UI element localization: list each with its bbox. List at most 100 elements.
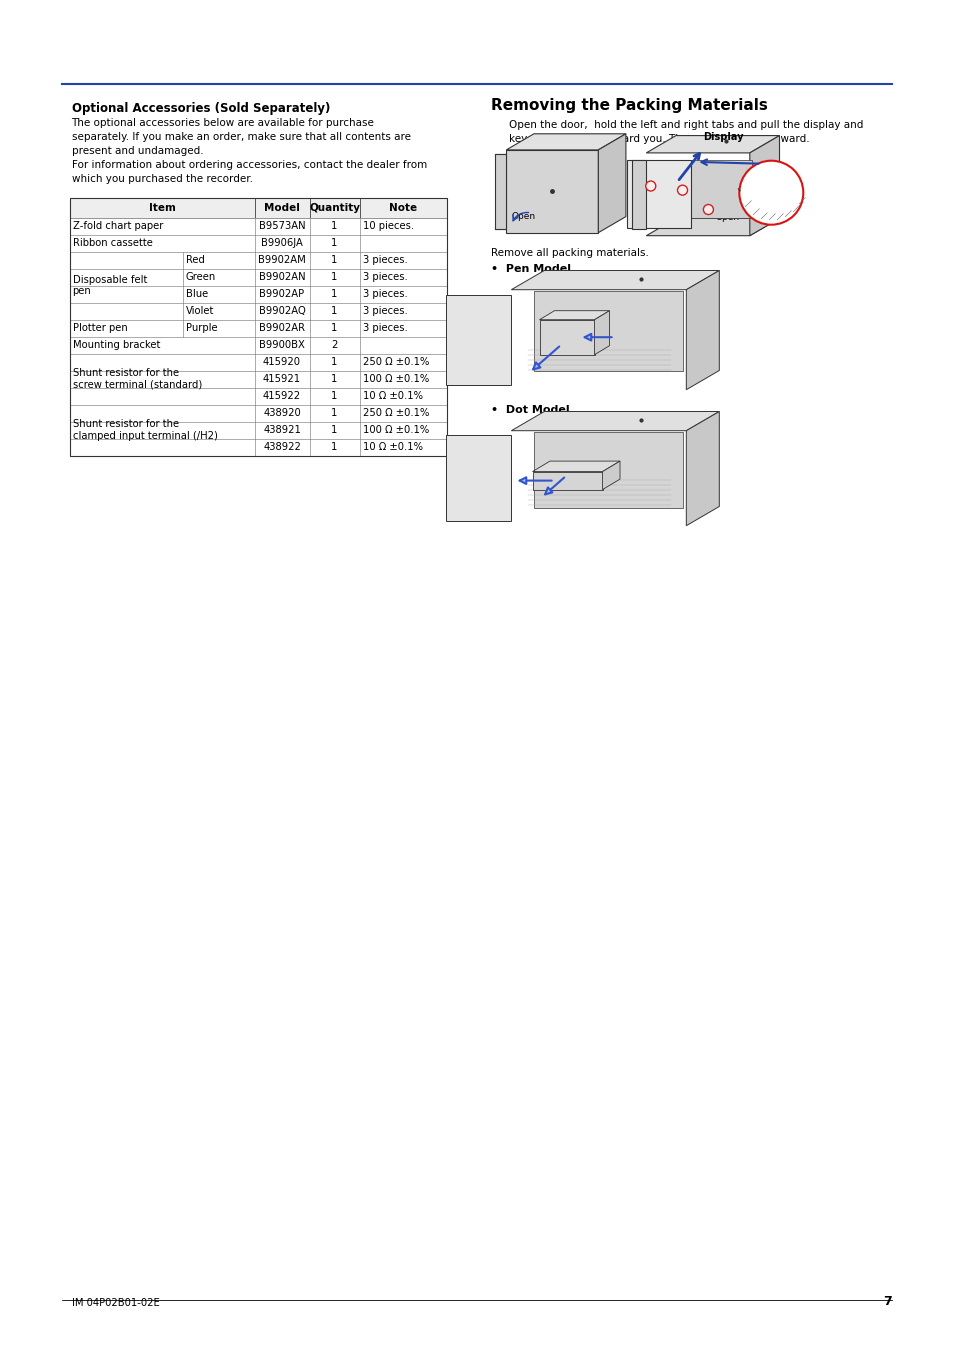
Bar xyxy=(70,235,446,251)
Polygon shape xyxy=(511,270,719,290)
Text: 1: 1 xyxy=(331,358,337,367)
Bar xyxy=(70,387,446,405)
Text: 1: 1 xyxy=(331,306,337,316)
Polygon shape xyxy=(511,412,719,431)
Bar xyxy=(70,269,446,286)
Text: 10 Ω ±0.1%: 10 Ω ±0.1% xyxy=(362,443,422,452)
Text: Tab on the display: Tab on the display xyxy=(640,182,741,193)
Polygon shape xyxy=(506,134,625,150)
Text: Ribbon cassette: Ribbon cassette xyxy=(72,238,152,248)
Bar xyxy=(70,251,446,269)
Text: Display: Display xyxy=(702,132,742,142)
Text: 438920: 438920 xyxy=(263,408,300,418)
Text: 1: 1 xyxy=(331,374,337,385)
Polygon shape xyxy=(602,462,619,490)
Bar xyxy=(70,439,446,456)
Bar xyxy=(70,371,446,387)
Bar xyxy=(70,217,446,235)
Text: 3 pieces.: 3 pieces. xyxy=(362,306,407,316)
Bar xyxy=(70,405,446,421)
Polygon shape xyxy=(539,310,609,320)
Bar xyxy=(70,197,446,217)
Polygon shape xyxy=(626,161,691,228)
Polygon shape xyxy=(598,134,625,232)
Text: B9573AN: B9573AN xyxy=(258,221,305,231)
Text: 10 pieces.: 10 pieces. xyxy=(362,221,414,231)
Polygon shape xyxy=(534,432,682,508)
Text: Open: Open xyxy=(715,212,739,221)
Circle shape xyxy=(677,185,687,196)
Text: IM 04P02B01-02E: IM 04P02B01-02E xyxy=(71,1297,159,1308)
Text: B9902AM: B9902AM xyxy=(258,255,306,265)
Text: 415920: 415920 xyxy=(263,358,301,367)
Text: 3 pieces.: 3 pieces. xyxy=(362,273,407,282)
Polygon shape xyxy=(685,270,719,390)
Bar xyxy=(70,286,446,302)
Text: Plotter pen: Plotter pen xyxy=(72,323,127,333)
Polygon shape xyxy=(749,135,779,236)
Text: 7: 7 xyxy=(882,1295,891,1308)
Polygon shape xyxy=(645,135,779,153)
Polygon shape xyxy=(632,159,645,230)
Text: B9902AN: B9902AN xyxy=(258,273,305,282)
Text: Mounting bracket: Mounting bracket xyxy=(72,340,160,350)
Polygon shape xyxy=(446,436,511,521)
Text: 1: 1 xyxy=(331,221,337,231)
Text: 3 pieces.: 3 pieces. xyxy=(362,323,407,333)
Polygon shape xyxy=(669,159,751,217)
Polygon shape xyxy=(685,412,719,525)
Text: 1: 1 xyxy=(331,408,337,418)
Text: For information about ordering accessories, contact the dealer from: For information about ordering accessori… xyxy=(71,159,426,170)
Text: 3 pieces.: 3 pieces. xyxy=(362,255,407,265)
Text: Remove all packing materials.: Remove all packing materials. xyxy=(491,247,648,258)
Text: 1: 1 xyxy=(331,443,337,452)
Text: Open the door,  hold the left and right tabs and pull the display and: Open the door, hold the left and right t… xyxy=(509,120,862,130)
Text: B9900BX: B9900BX xyxy=(259,340,305,350)
Polygon shape xyxy=(532,471,602,490)
Text: 438922: 438922 xyxy=(263,443,301,452)
Text: Item: Item xyxy=(149,202,175,213)
Polygon shape xyxy=(539,320,594,355)
Text: key panel section toward you. The section opens upward.: key panel section toward you. The sectio… xyxy=(509,134,809,143)
Polygon shape xyxy=(645,219,779,236)
Circle shape xyxy=(702,204,713,215)
Text: Purple: Purple xyxy=(185,323,217,333)
Text: B9902AQ: B9902AQ xyxy=(258,306,305,316)
Text: Quantity: Quantity xyxy=(309,202,359,213)
Text: Violet: Violet xyxy=(185,306,213,316)
Text: 1: 1 xyxy=(331,238,337,248)
Polygon shape xyxy=(594,310,609,355)
Text: 250 Ω ±0.1%: 250 Ω ±0.1% xyxy=(362,408,429,418)
Text: Z-fold chart paper: Z-fold chart paper xyxy=(72,221,163,231)
Polygon shape xyxy=(446,294,511,385)
Circle shape xyxy=(739,161,802,224)
Text: Optional Accessories (Sold Separately): Optional Accessories (Sold Separately) xyxy=(71,101,330,115)
Polygon shape xyxy=(506,150,598,232)
Text: Shunt resistor for the
screw terminal (standard): Shunt resistor for the screw terminal (s… xyxy=(72,369,202,390)
Text: Open: Open xyxy=(511,212,535,220)
Text: Removing the Packing Materials: Removing the Packing Materials xyxy=(491,97,767,112)
Text: Shunt resistor for the
clamped input terminal (/H2): Shunt resistor for the clamped input ter… xyxy=(72,420,217,441)
Text: B9902AP: B9902AP xyxy=(259,289,304,300)
Text: 100 Ω ±0.1%: 100 Ω ±0.1% xyxy=(362,425,428,435)
Text: 438921: 438921 xyxy=(263,425,301,435)
Polygon shape xyxy=(534,292,682,371)
Text: 415922: 415922 xyxy=(263,392,301,401)
Text: B9902AR: B9902AR xyxy=(259,323,305,333)
Text: separately. If you make an order, make sure that all contents are: separately. If you make an order, make s… xyxy=(71,132,410,142)
Bar xyxy=(70,421,446,439)
Text: 415921: 415921 xyxy=(263,374,301,385)
Text: 1: 1 xyxy=(331,273,337,282)
Polygon shape xyxy=(532,462,619,471)
Text: 1: 1 xyxy=(331,255,337,265)
Text: 3 pieces.: 3 pieces. xyxy=(362,289,407,300)
Text: 100 Ω ±0.1%: 100 Ω ±0.1% xyxy=(362,374,428,385)
Text: 1: 1 xyxy=(331,392,337,401)
Text: •  Dot Model: • Dot Model xyxy=(491,405,569,414)
Circle shape xyxy=(645,181,655,190)
Text: B9906JA: B9906JA xyxy=(261,238,303,248)
Bar xyxy=(70,197,446,456)
Text: 1: 1 xyxy=(331,425,337,435)
Polygon shape xyxy=(495,154,506,228)
Bar xyxy=(70,354,446,371)
